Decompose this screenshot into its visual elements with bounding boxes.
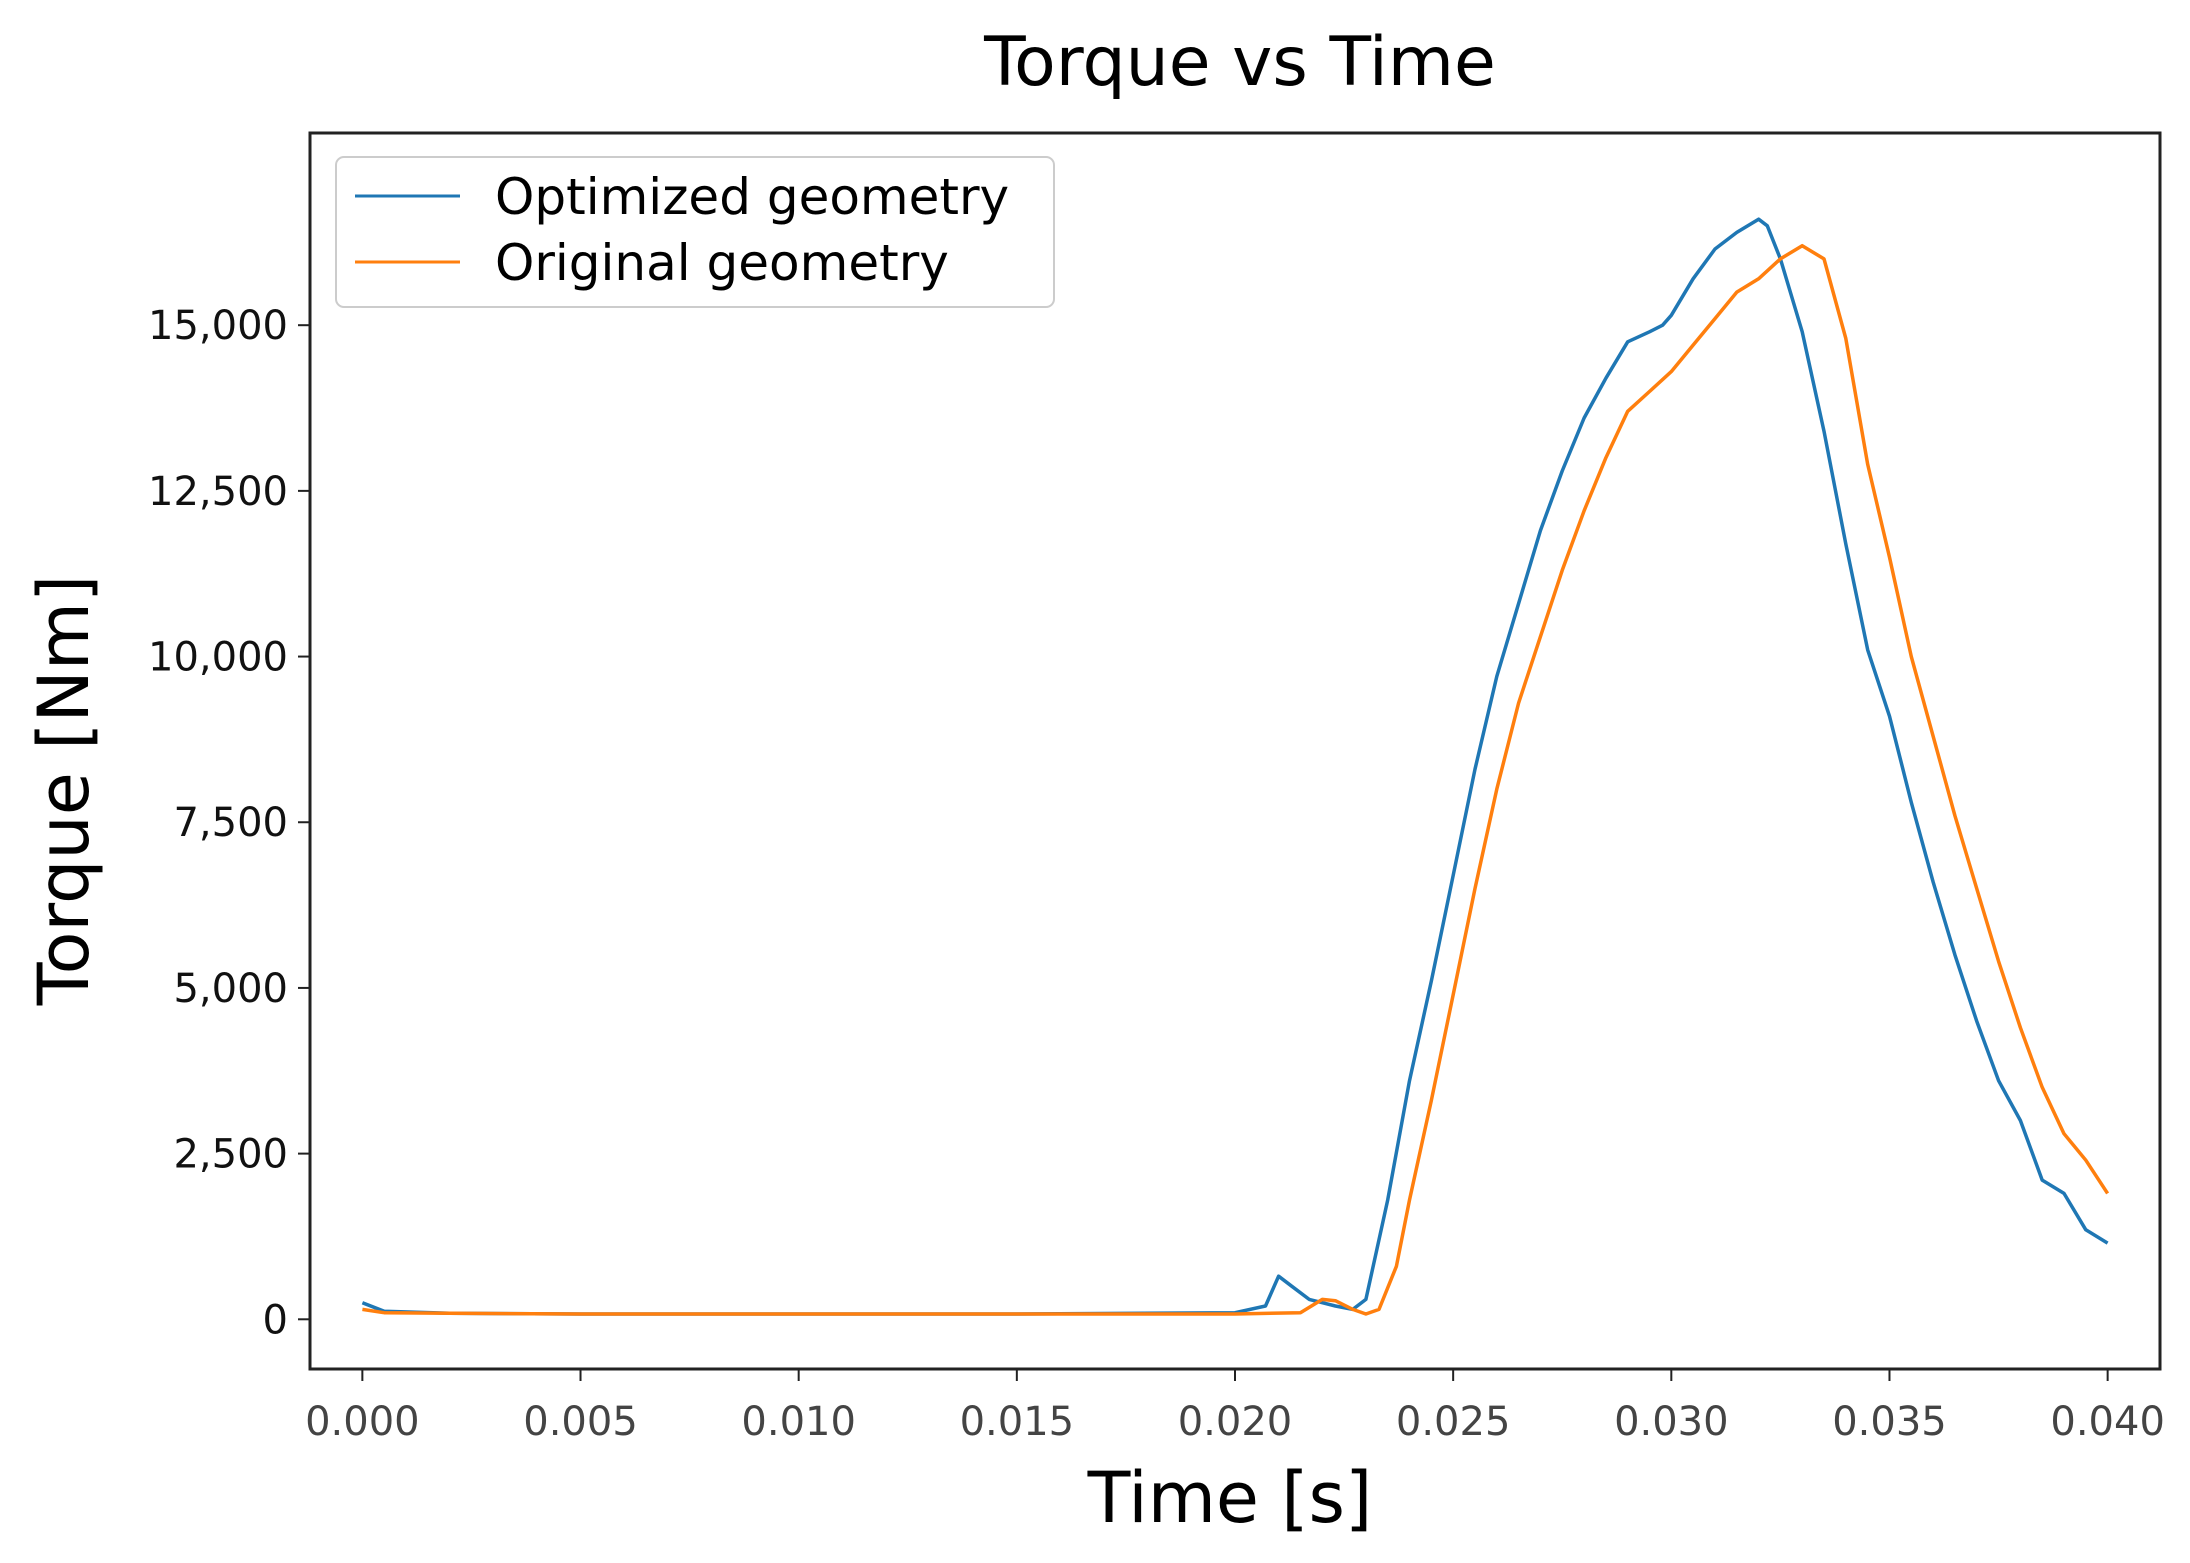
legend-label-original: Original geometry (495, 234, 949, 292)
x-tick-label: 0.015 (960, 1399, 1075, 1445)
legend: Optimized geometry Original geometry (335, 156, 1055, 308)
y-axis: 0 2,500 5,000 7,500 10,000 12,500 15,000 (148, 303, 310, 1343)
x-tick-label: 0.035 (1832, 1399, 1947, 1445)
y-tick-label: 2,500 (173, 1132, 288, 1178)
y-tick-label: 7,500 (173, 800, 288, 846)
y-tick-label: 0 (263, 1297, 288, 1343)
x-axis: 0.000 0.005 0.010 0.015 0.020 0.025 0.030 0.035… (305, 1369, 2165, 1445)
y-tick-label: 10,000 (148, 635, 288, 681)
x-tick-label: 0.020 (1178, 1399, 1293, 1445)
series-line-optimized (361, 217, 2109, 1316)
y-tick-label: 15,000 (148, 303, 288, 349)
x-tick-label: 0.040 (2050, 1399, 2165, 1445)
x-tick-label: 0.030 (1614, 1399, 1729, 1445)
chart-title: Torque vs Time (983, 23, 1496, 102)
y-tick-label: 5,000 (173, 966, 288, 1012)
x-axis-label: Time [s] (1087, 1457, 1373, 1539)
legend-label-optimized: Optimized geometry (495, 168, 1009, 226)
y-axis-label: Torque [Nm] (23, 575, 105, 1007)
x-tick-label: 0.010 (741, 1399, 856, 1445)
x-tick-label: 0.025 (1396, 1399, 1511, 1445)
y-tick-label: 12,500 (148, 469, 288, 515)
plot-lines (361, 217, 2110, 1316)
x-tick-label: 0.005 (523, 1399, 638, 1445)
x-tick-label: 0.000 (305, 1399, 420, 1445)
plot-frame (308, 131, 2162, 1371)
legend-box (335, 156, 1055, 308)
series-line-original (362, 243, 2110, 1316)
